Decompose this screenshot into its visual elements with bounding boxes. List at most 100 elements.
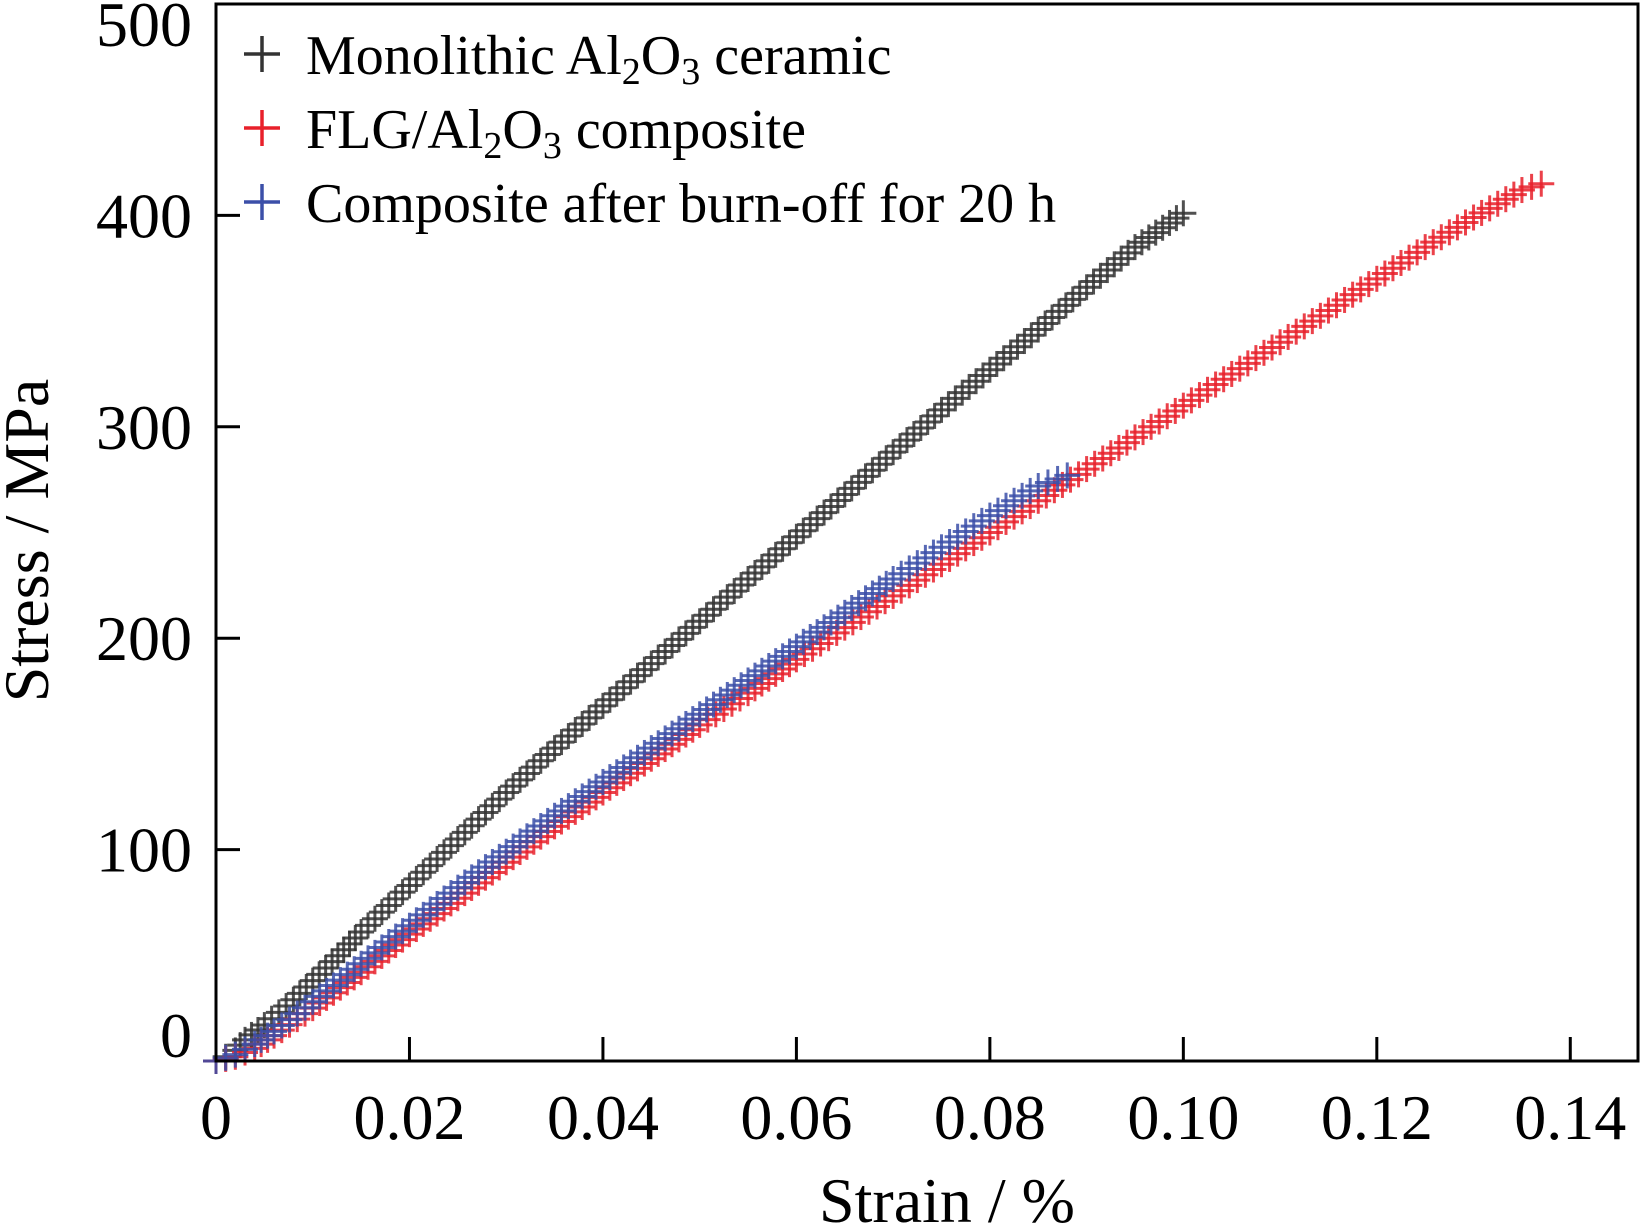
data-point — [541, 802, 568, 829]
legend-text-part: O — [641, 25, 681, 87]
data-point — [845, 590, 872, 617]
data-point — [424, 845, 451, 872]
data-point — [342, 924, 369, 951]
data-point — [1004, 333, 1031, 360]
data-point — [907, 415, 934, 442]
data-point — [555, 723, 582, 750]
data-point — [783, 633, 810, 660]
data-point — [638, 735, 665, 762]
data-point — [935, 391, 962, 418]
data-point — [852, 463, 879, 490]
data-point — [403, 865, 430, 892]
data-point — [486, 843, 513, 870]
x-axis: 0 0.02 0.04 0.06 0.08 0.10 0.12 0.14 — [200, 1037, 1626, 1153]
plot-marks — [203, 170, 1555, 1074]
data-point — [324, 942, 351, 969]
legend-subscript: 3 — [543, 125, 562, 167]
data-point — [797, 623, 824, 650]
data-point — [831, 481, 858, 508]
data-point — [866, 575, 893, 602]
data-point — [451, 819, 478, 846]
data-point — [652, 638, 679, 665]
data-point — [479, 792, 506, 819]
x-tick-label: 0.12 — [1321, 1082, 1433, 1153]
data-point — [686, 608, 713, 635]
x-tick-label: 0.02 — [353, 1082, 465, 1153]
data-point — [610, 674, 637, 701]
data-point — [714, 584, 741, 611]
data-point — [631, 656, 658, 683]
data-point — [645, 730, 672, 757]
data-point — [341, 956, 368, 983]
data-point — [624, 744, 651, 771]
data-point — [728, 672, 755, 699]
data-point — [306, 961, 333, 988]
data-point — [811, 614, 838, 641]
data-point — [700, 596, 727, 623]
data-point — [355, 912, 382, 939]
data-point — [976, 356, 1003, 383]
data-point — [645, 644, 672, 671]
data-point — [382, 923, 409, 950]
data-point — [375, 929, 402, 956]
legend-text-part: O — [502, 99, 542, 161]
data-point — [465, 859, 492, 886]
data-point — [320, 972, 347, 999]
data-point — [569, 710, 596, 737]
x-tick-label: 0 — [200, 1082, 232, 1153]
data-point — [617, 668, 644, 695]
x-tick-label: 0.08 — [934, 1082, 1046, 1153]
data-point — [1054, 462, 1081, 489]
data-point — [665, 626, 692, 653]
data-point — [1115, 239, 1142, 266]
legend-item: Monolithic Al2O3 ceramic — [244, 25, 891, 93]
data-point — [610, 754, 637, 781]
x-axis-label: Strain / % — [819, 1165, 1075, 1228]
data-point — [507, 766, 534, 793]
data-point — [817, 493, 844, 520]
data-point — [880, 439, 907, 466]
data-point — [327, 967, 354, 994]
data-point — [969, 362, 996, 389]
data-point — [783, 523, 810, 550]
data-point — [852, 585, 879, 612]
data-point — [672, 710, 699, 737]
data-point — [1156, 209, 1183, 236]
data-point — [707, 590, 734, 617]
data-point — [790, 517, 817, 544]
data-point — [900, 421, 927, 448]
data-point — [1121, 234, 1148, 261]
data-point — [755, 652, 782, 679]
data-point — [444, 826, 471, 853]
data-point — [576, 778, 603, 805]
legend-marker — [244, 36, 280, 72]
data-point — [520, 818, 547, 845]
data-point — [589, 768, 616, 795]
data-point — [396, 912, 423, 939]
data-point — [659, 720, 686, 747]
data-point — [534, 741, 561, 768]
data-point — [368, 899, 395, 926]
data-point — [583, 698, 610, 725]
data-point — [493, 779, 520, 806]
data-point — [679, 706, 706, 733]
data-point — [659, 632, 686, 659]
data-point — [776, 529, 803, 556]
data-point — [887, 433, 914, 460]
data-point — [824, 604, 851, 631]
data-point — [817, 609, 844, 636]
data-point — [811, 499, 838, 526]
data-point — [527, 813, 554, 840]
y-axis: 0 100 200 300 400 500 — [96, 0, 240, 1071]
legend-marker — [244, 110, 280, 146]
data-point — [431, 885, 458, 912]
data-point — [866, 451, 893, 478]
data-point — [334, 961, 361, 988]
data-point — [997, 339, 1024, 366]
legend-label: FLG/Al2O3 composite — [306, 99, 806, 167]
y-tick-label: 100 — [96, 815, 192, 886]
data-point — [389, 879, 416, 906]
data-point — [873, 570, 900, 597]
